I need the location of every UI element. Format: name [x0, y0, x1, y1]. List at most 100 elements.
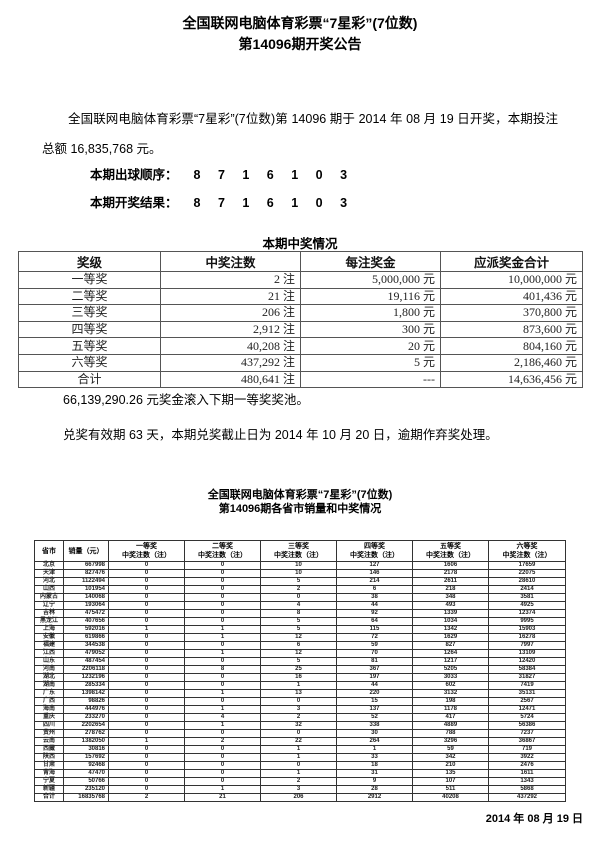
count-cell: 7237	[488, 729, 566, 738]
sales-cell: 285334	[63, 681, 109, 690]
table-row: 江西 479052 0 1 12 70 1264 13109	[34, 649, 566, 658]
count-cell: 0	[260, 593, 337, 602]
province-cell: 福建	[34, 641, 64, 650]
count-cell: 18	[336, 761, 413, 770]
province-cell: 内蒙古	[34, 593, 64, 602]
province-cell: 新疆	[34, 785, 64, 794]
count-cell: 0	[184, 577, 261, 586]
count-cell: 6	[260, 641, 337, 650]
count-cell: 12	[260, 633, 337, 642]
province-cell: 甘肃	[34, 761, 64, 770]
count-cell: 36867	[488, 737, 566, 746]
count-cell: 0	[184, 585, 261, 594]
province-cell: 吉林	[34, 609, 64, 618]
sales-cell: 1382050	[63, 737, 109, 746]
table-row: 二等奖 21 注 19,116 元 401,436 元	[18, 287, 583, 306]
table-row: 广东 1398142 0 1 13 220 3132 35131	[34, 689, 566, 698]
value-cell: 2,186,460 元	[440, 353, 583, 372]
column-header-province: 省市	[34, 540, 64, 562]
count-cell: 0	[184, 769, 261, 778]
prize-table-title: 本期中奖情况	[262, 237, 338, 251]
column-header-prize: 五等奖 中奖注数（注）	[412, 540, 489, 562]
province-cell: 广东	[34, 689, 64, 698]
count-cell: 9	[336, 777, 413, 786]
count-cell: 0	[108, 761, 185, 770]
count-cell: 70	[336, 649, 413, 658]
prize-header-line2: 中奖注数（注）	[502, 552, 552, 559]
count-cell: 1343	[488, 777, 566, 786]
count-cell: 0	[184, 761, 261, 770]
ball-order-label: 本期出球顺序：	[90, 168, 178, 182]
count-cell: 2	[184, 737, 261, 746]
prize-header-line2: 中奖注数（注）	[350, 552, 399, 559]
count-cell: 0	[108, 697, 185, 706]
count-cell: 2	[108, 793, 185, 802]
count-cell: 1	[184, 633, 261, 642]
province-section-title-line1: 全国联网电脑体育彩票“7星彩”(7位数)	[207, 489, 393, 501]
prize-header-line1: 四等奖	[364, 543, 385, 550]
table-row: 广西 98826 0 0 0 15 198 2567	[34, 697, 566, 706]
count-cell: 12471	[488, 705, 566, 714]
province-cell: 北京	[34, 561, 64, 570]
sales-cell: 30816	[63, 745, 109, 754]
value-cell: 5,000,000 元	[300, 271, 441, 289]
count-cell: 1034	[412, 617, 489, 626]
count-cell: 0	[108, 577, 185, 586]
table-row: 山东 487454 0 0 5 81 1217 12420	[34, 657, 566, 666]
count-cell: 1	[184, 785, 261, 794]
count-cell: 8	[184, 665, 261, 674]
count-cell: 264	[336, 737, 413, 746]
count-cell: 0	[108, 633, 185, 642]
sales-cell: 619866	[63, 633, 109, 642]
value-cell: 804,160 元	[440, 337, 583, 355]
province-section-title-line2: 第14096期各省市销量和中奖情况	[218, 503, 382, 515]
sales-cell: 827476	[63, 569, 109, 578]
count-cell: 44	[336, 601, 413, 610]
count-cell: 32	[260, 721, 337, 730]
count-cell: 31827	[488, 673, 566, 682]
count-cell: 2476	[488, 761, 566, 770]
count-cell: 44	[336, 681, 413, 690]
prize-header-line2: 中奖注数（注）	[426, 552, 475, 559]
province-cell: 合计	[34, 793, 64, 802]
count-cell: 1	[184, 625, 261, 634]
column-header: 每注奖金	[300, 251, 441, 272]
count-cell: 417	[412, 713, 489, 722]
count-cell: 511	[412, 785, 489, 794]
count-cell: 16	[260, 673, 337, 682]
draw-result-line: 本期开奖结果： 8 7 1 6 1 0 3	[90, 192, 354, 211]
count-cell: 3033	[412, 673, 489, 682]
draw-result-label: 本期开奖结果：	[90, 196, 178, 210]
count-cell: 1	[184, 705, 261, 714]
count-cell: 22	[260, 737, 337, 746]
count-cell: 1611	[488, 769, 566, 778]
count-cell: 0	[184, 561, 261, 570]
sales-cell: 101954	[63, 585, 109, 594]
value-cell: 5 元	[300, 353, 441, 372]
count-cell: 214	[336, 577, 413, 586]
table-row: 四等奖 2,912 注 300 元 873,600 元	[18, 320, 583, 339]
ball-order-value: 8 7 1 6 1 0 3	[193, 168, 355, 182]
count-cell: 367	[336, 665, 413, 674]
province-cell: 河南	[34, 665, 64, 674]
value-cell: 480,641 注	[160, 370, 301, 389]
count-cell: 4889	[412, 721, 489, 730]
count-cell: 206	[260, 793, 337, 802]
count-cell: 0	[184, 753, 261, 762]
count-cell: 210	[412, 761, 489, 770]
prize-level-cell: 四等奖	[18, 320, 161, 339]
count-cell: 28610	[488, 577, 566, 586]
count-cell: 437292	[488, 793, 566, 802]
province-cell: 江西	[34, 649, 64, 658]
count-cell: 0	[184, 745, 261, 754]
count-cell: 0	[184, 673, 261, 682]
count-cell: 107	[412, 777, 489, 786]
count-cell: 0	[108, 609, 185, 618]
count-cell: 0	[108, 665, 185, 674]
count-cell: 5	[260, 657, 337, 666]
count-cell: 1178	[412, 705, 489, 714]
count-cell: 788	[412, 729, 489, 738]
sales-cell: 2202654	[63, 721, 109, 730]
count-cell: 0	[108, 769, 185, 778]
table-row: 河南 2206118 0 8 25 367 5205 58384	[34, 665, 566, 674]
